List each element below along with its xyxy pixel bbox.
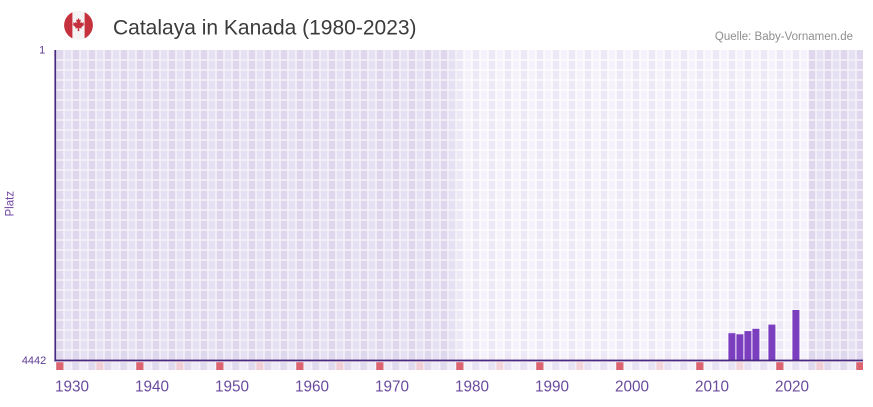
svg-text:1950: 1950 (215, 378, 249, 395)
svg-text:Catalaya in Kanada (1980-2023): Catalaya in Kanada (1980-2023) (113, 16, 417, 39)
svg-text:1970: 1970 (375, 378, 409, 395)
svg-text:Quelle: Baby-Vornamen.de: Quelle: Baby-Vornamen.de (715, 31, 853, 43)
svg-text:1940: 1940 (135, 378, 169, 395)
svg-text:2000: 2000 (615, 378, 649, 395)
svg-text:1980: 1980 (455, 378, 489, 395)
svg-text:Platz: Platz (5, 191, 17, 217)
svg-text:1930: 1930 (55, 378, 89, 395)
svg-text:4442: 4442 (22, 355, 46, 367)
svg-text:1990: 1990 (535, 378, 569, 395)
svg-text:2010: 2010 (695, 378, 729, 395)
svg-text:1: 1 (39, 45, 45, 57)
svg-text:2020: 2020 (775, 378, 809, 395)
svg-text:1960: 1960 (295, 378, 329, 395)
